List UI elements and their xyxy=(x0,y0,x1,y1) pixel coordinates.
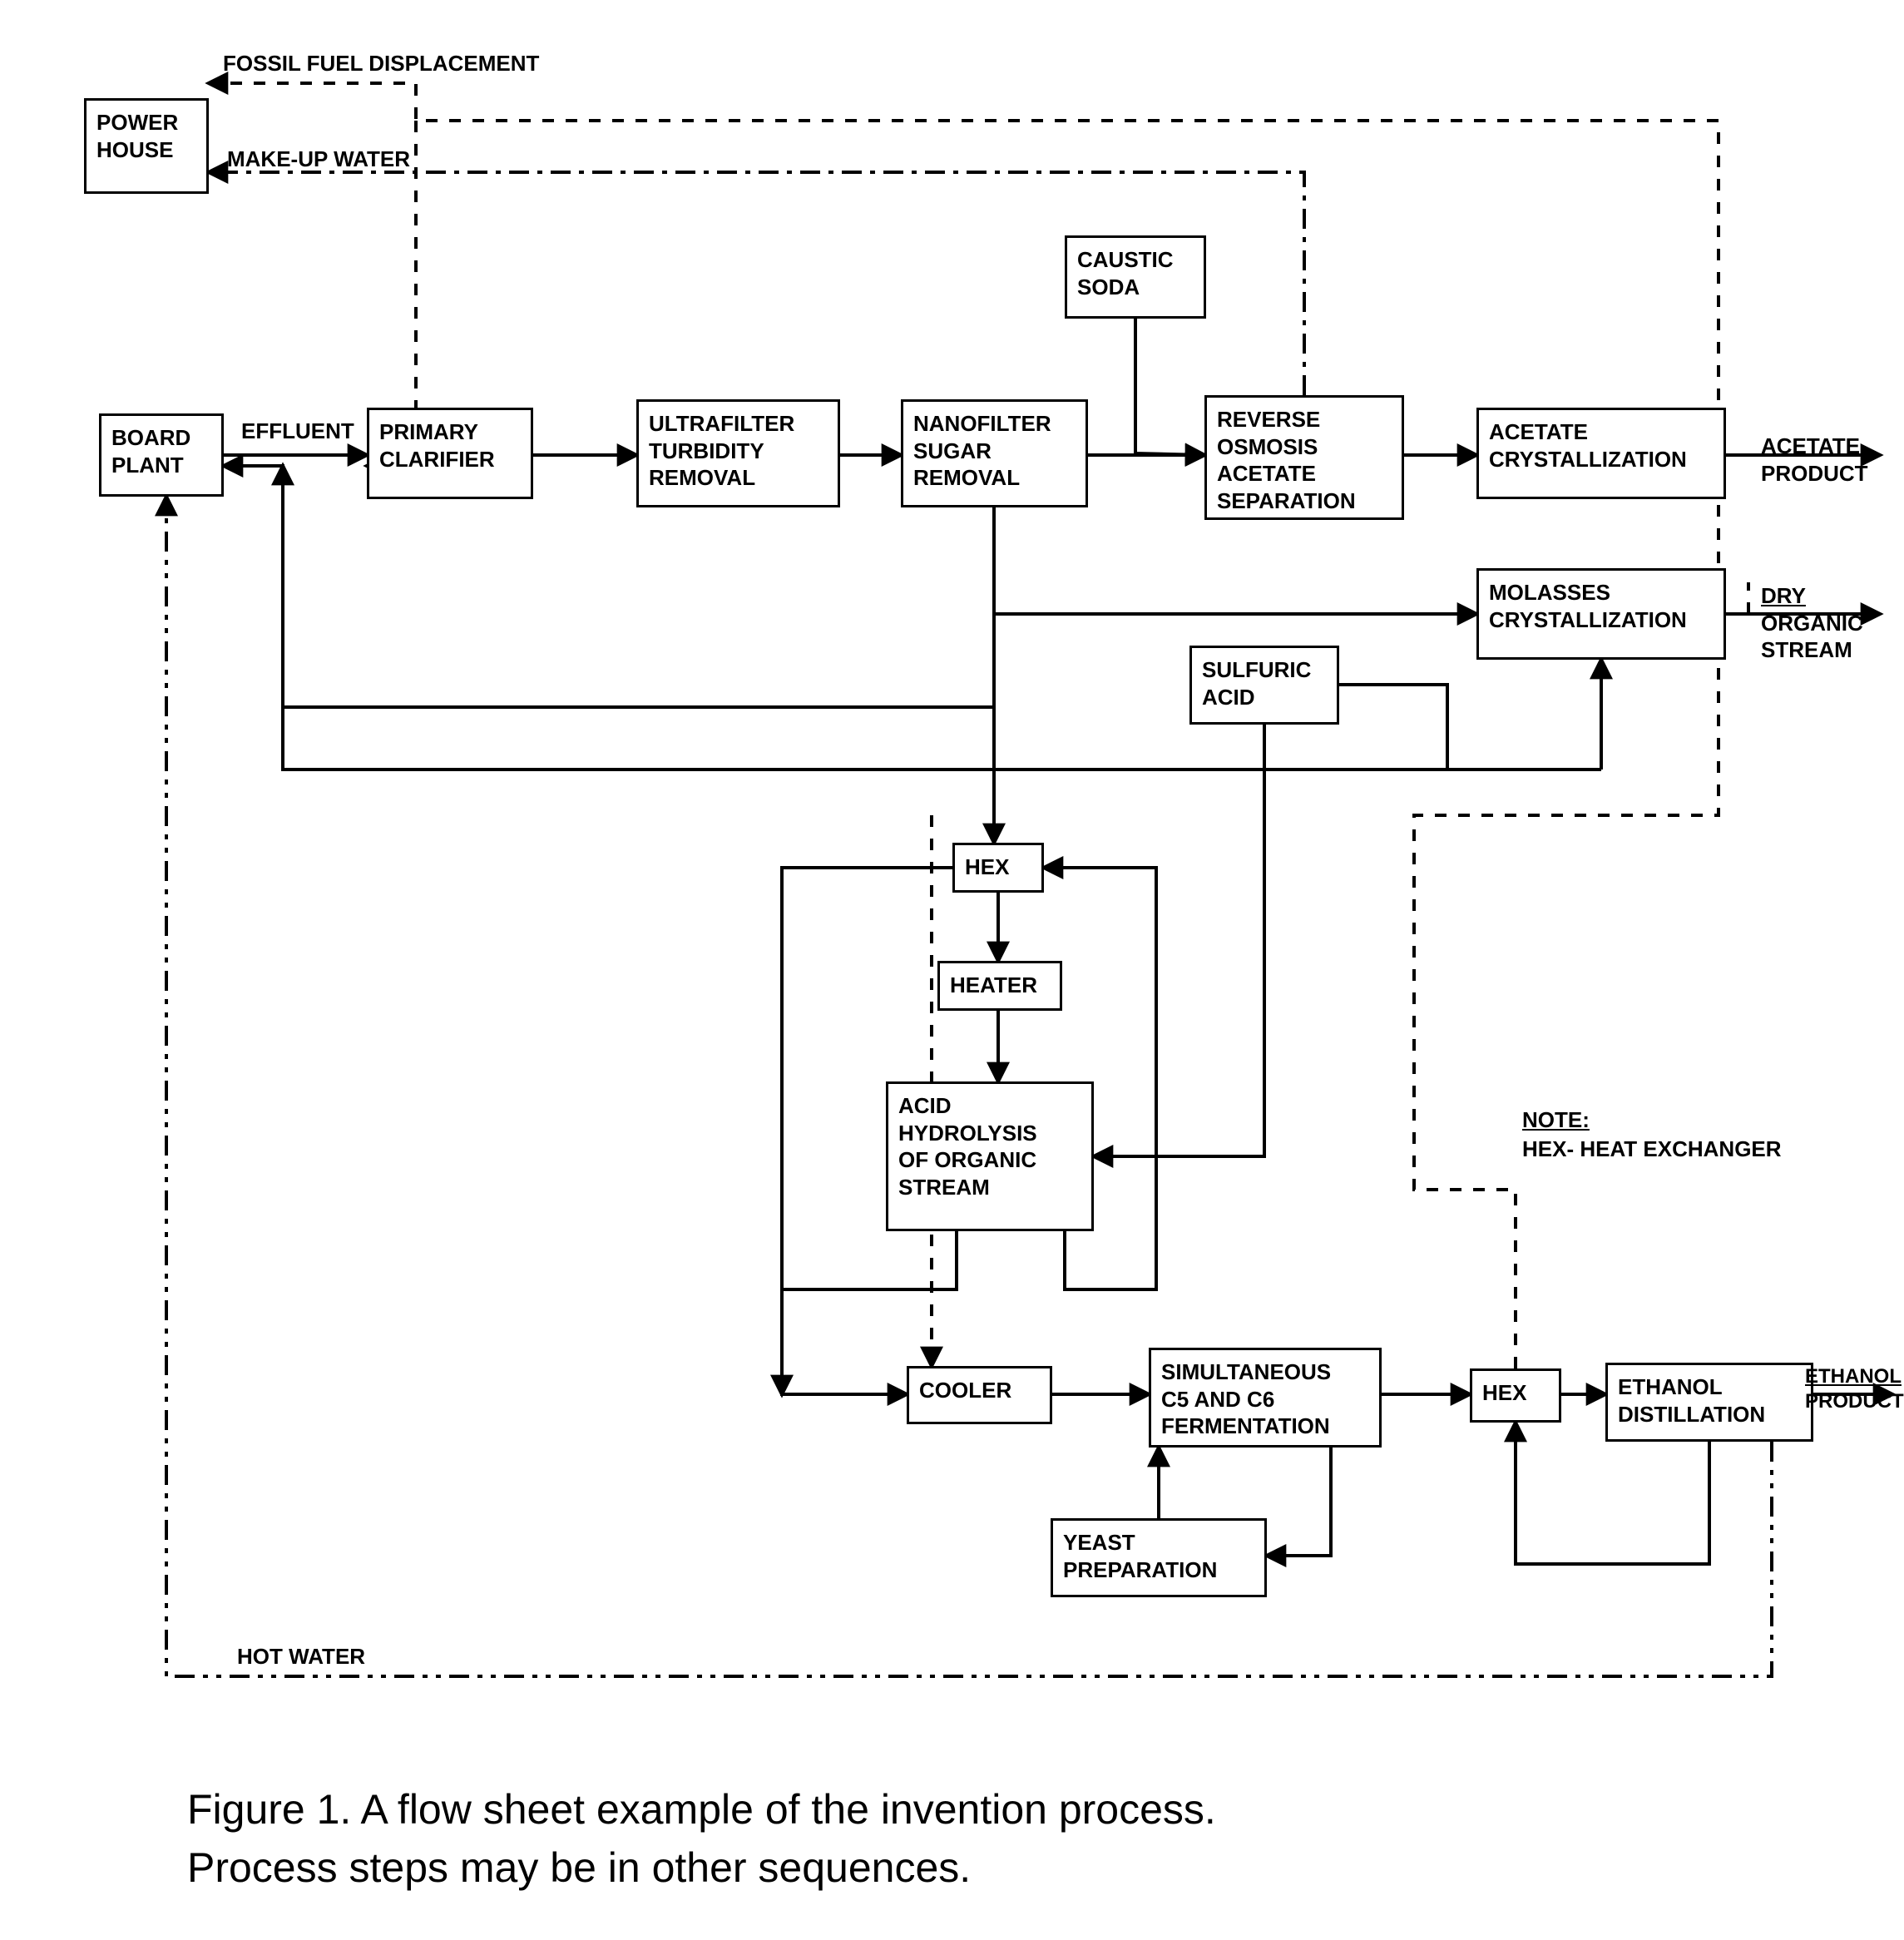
edge-e_nf_to_back xyxy=(224,466,994,707)
node-hex1: HEX xyxy=(952,843,1044,893)
label-effluent: EFFLUENT xyxy=(241,418,354,445)
node-molasses_cryst: MOLASSES CRYSTALLIZATION xyxy=(1476,568,1726,660)
edge-e_dist_hex2_loop xyxy=(1516,1423,1709,1564)
node-power_house: POWER HOUSE xyxy=(84,98,209,194)
node-ultrafilter: ULTRAFILTER TURBIDITY REMOVAL xyxy=(636,399,840,507)
node-fermentation: SIMULTANEOUS C5 AND C6 FERMENTATION xyxy=(1149,1348,1382,1448)
edge-e_cs_ro xyxy=(1135,319,1204,455)
label-make_up_water: MAKE-UP WATER xyxy=(227,146,410,173)
label-acetate_product: ACETATEPRODUCT xyxy=(1761,433,1868,487)
node-sulfuric_acid: SULFURIC ACID xyxy=(1189,646,1339,725)
node-nanofilter: NANOFILTER SUGAR REMOVAL xyxy=(901,399,1088,507)
node-reverse_osmosis: REVERSE OSMOSIS ACETATE SEPARATION xyxy=(1204,395,1404,520)
node-primary_clarifier: PRIMARY CLARIFIER xyxy=(367,408,533,499)
label-hot_water: HOT WATER xyxy=(237,1643,365,1670)
label-dry_org: DRYORGANICSTREAM xyxy=(1761,582,1863,664)
node-heater: HEATER xyxy=(937,961,1062,1011)
node-yeast_prep: YEAST PREPARATION xyxy=(1051,1518,1267,1597)
diagram-canvas: POWER HOUSE BOARD PLANT PRIMARY CLARIFIER U… xyxy=(0,0,1904,1940)
edge-e_ferm_yeast xyxy=(1267,1448,1331,1556)
node-acetate_cryst: ACETATE CRYSTALLIZATION xyxy=(1476,408,1726,499)
label-note: NOTE: xyxy=(1522,1106,1590,1134)
label-note2: HEX- HEAT EXCHANGER xyxy=(1522,1136,1782,1163)
node-hex2: HEX xyxy=(1470,1368,1561,1423)
figure-caption: Figure 1. A flow sheet example of the in… xyxy=(187,1780,1216,1897)
edge-e_sa_hydro xyxy=(1094,725,1264,1156)
node-cooler: COOLER xyxy=(907,1366,1052,1424)
node-ethanol_dist: ETHANOL DISTILLATION xyxy=(1605,1363,1813,1442)
node-acid_hydrolysis: ACID HYDROLYSIS OF ORGANIC STREAM xyxy=(886,1081,1094,1231)
label-ethanol_product: ETHANOLPRODUCT xyxy=(1805,1364,1904,1414)
node-board_plant: BOARD PLANT xyxy=(99,413,224,497)
node-caustic_soda: CAUSTIC SODA xyxy=(1065,235,1206,319)
label-fossil_fuel: FOSSIL FUEL DISPLACEMENT xyxy=(223,50,539,77)
